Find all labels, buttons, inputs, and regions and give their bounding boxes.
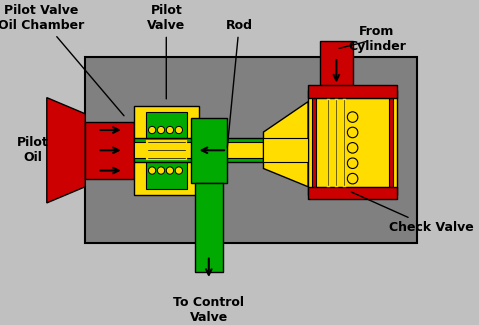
- Bar: [308, 89, 397, 195]
- Bar: [85, 57, 417, 243]
- Circle shape: [347, 127, 358, 138]
- Bar: [191, 118, 227, 183]
- Bar: [146, 112, 186, 189]
- Bar: [263, 138, 308, 162]
- Circle shape: [148, 126, 156, 134]
- Text: Pilot
Valve: Pilot Valve: [147, 4, 185, 99]
- Circle shape: [347, 173, 358, 184]
- Circle shape: [347, 158, 358, 168]
- Text: Rod: Rod: [226, 19, 253, 148]
- Circle shape: [158, 126, 165, 134]
- Polygon shape: [263, 102, 308, 187]
- Text: Pilot Valve
Oil Chamber: Pilot Valve Oil Chamber: [0, 4, 124, 116]
- Bar: [320, 41, 353, 89]
- Bar: [134, 138, 344, 162]
- Bar: [134, 106, 199, 195]
- Bar: [316, 98, 389, 187]
- Bar: [194, 183, 223, 272]
- Bar: [308, 85, 397, 98]
- Circle shape: [166, 126, 173, 134]
- Text: From
Cylinder: From Cylinder: [348, 25, 406, 53]
- Bar: [308, 187, 397, 199]
- Polygon shape: [47, 98, 85, 203]
- Bar: [312, 94, 393, 191]
- Circle shape: [158, 167, 165, 174]
- Circle shape: [175, 126, 182, 134]
- Circle shape: [347, 143, 358, 153]
- Text: Pilot
Oil: Pilot Oil: [17, 136, 48, 164]
- Bar: [85, 122, 134, 179]
- Circle shape: [166, 167, 173, 174]
- Circle shape: [347, 112, 358, 122]
- Text: To Control
Valve: To Control Valve: [173, 296, 244, 324]
- Circle shape: [148, 167, 156, 174]
- Text: Check Valve: Check Valve: [351, 192, 474, 234]
- Bar: [134, 142, 344, 158]
- Circle shape: [175, 167, 182, 174]
